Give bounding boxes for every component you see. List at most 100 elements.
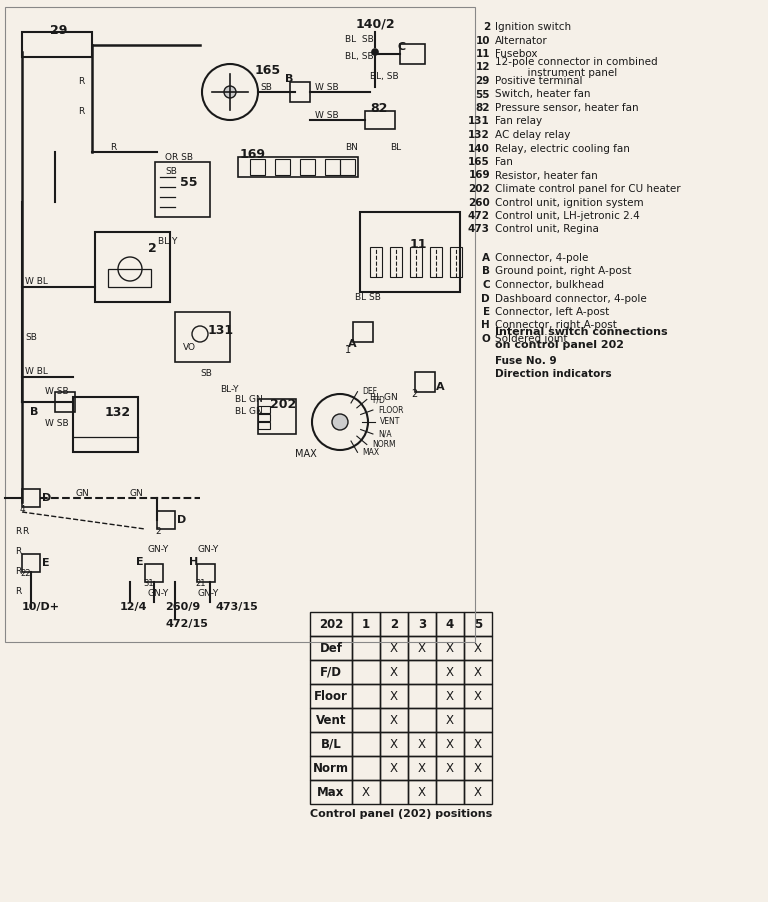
Text: BL GN: BL GN	[370, 392, 398, 401]
Bar	[352, 612, 380, 636]
Text: A: A	[436, 382, 445, 392]
Text: 131: 131	[208, 324, 234, 336]
Bar	[408, 708, 436, 732]
Text: A: A	[482, 253, 490, 263]
Text: 22: 22	[20, 569, 31, 578]
Text: X: X	[446, 738, 454, 750]
Text: 165: 165	[255, 63, 281, 77]
Text: BL, SB: BL, SB	[370, 72, 399, 81]
Text: GN-Y: GN-Y	[147, 590, 168, 599]
Text: 11: 11	[410, 237, 428, 251]
Bar	[310, 732, 352, 756]
Text: R: R	[110, 143, 116, 152]
Bar	[436, 780, 464, 804]
Text: X: X	[390, 689, 398, 703]
Text: R: R	[15, 567, 22, 576]
Text: MAX: MAX	[362, 447, 379, 456]
Text: 10/D+: 10/D+	[22, 602, 60, 612]
Bar	[464, 636, 492, 660]
Bar	[310, 636, 352, 660]
Bar	[464, 612, 492, 636]
Bar	[108, 269, 151, 287]
Text: 202: 202	[468, 184, 490, 194]
Text: SB: SB	[260, 82, 272, 91]
Bar	[464, 708, 492, 732]
Text: 55: 55	[180, 176, 197, 189]
Text: X: X	[418, 641, 426, 655]
Bar	[380, 780, 408, 804]
Bar	[310, 660, 352, 684]
Text: 202: 202	[270, 398, 296, 410]
Text: R: R	[78, 107, 84, 116]
Bar	[175, 312, 230, 362]
Bar	[380, 756, 408, 780]
Bar	[436, 756, 464, 780]
Text: R: R	[78, 78, 84, 87]
Text: X: X	[474, 738, 482, 750]
Text: 31: 31	[143, 579, 154, 588]
Bar	[275, 159, 290, 175]
Text: W SB: W SB	[45, 419, 68, 428]
Text: Connector, right A-post: Connector, right A-post	[495, 320, 617, 330]
Bar	[464, 684, 492, 708]
Bar	[430, 247, 442, 277]
Bar	[250, 159, 265, 175]
Text: X: X	[390, 738, 398, 750]
Text: BL, SB: BL, SB	[345, 52, 373, 61]
Bar	[352, 780, 380, 804]
Text: X: X	[418, 761, 426, 775]
Text: Def: Def	[319, 641, 343, 655]
Text: Relay, electric cooling fan: Relay, electric cooling fan	[495, 143, 630, 153]
Bar	[436, 732, 464, 756]
Text: D: D	[177, 515, 187, 525]
Bar	[370, 247, 382, 277]
Text: GN-Y: GN-Y	[197, 590, 218, 599]
Text: 2: 2	[148, 243, 157, 255]
Bar	[290, 82, 310, 102]
Text: R: R	[15, 548, 22, 557]
Text: R: R	[15, 587, 22, 596]
Text: 3: 3	[418, 618, 426, 630]
Bar	[380, 612, 408, 636]
Text: 131: 131	[468, 116, 490, 126]
Text: X: X	[418, 786, 426, 798]
Bar	[408, 636, 436, 660]
Text: X: X	[390, 641, 398, 655]
Bar	[353, 322, 373, 342]
Bar	[436, 684, 464, 708]
Bar	[390, 247, 402, 277]
Text: DEF: DEF	[362, 387, 378, 396]
Bar	[380, 684, 408, 708]
Text: Switch, heater fan: Switch, heater fan	[495, 89, 591, 99]
Text: N/A: N/A	[378, 429, 392, 438]
Text: 260: 260	[468, 198, 490, 207]
Bar	[415, 372, 435, 392]
Text: 5: 5	[474, 618, 482, 630]
Text: 2: 2	[390, 618, 398, 630]
Bar	[464, 660, 492, 684]
Text: 2: 2	[483, 22, 490, 32]
Text: X: X	[390, 666, 398, 678]
Text: 4: 4	[20, 504, 25, 513]
Bar	[258, 399, 296, 434]
Bar	[238, 157, 358, 177]
Text: NORM: NORM	[372, 440, 396, 449]
Text: X: X	[474, 666, 482, 678]
Text: 21: 21	[195, 579, 206, 588]
Text: 12-pole connector in combined
          instrument panel: 12-pole connector in combined instrument…	[495, 57, 657, 78]
Text: Control unit, Regina: Control unit, Regina	[495, 225, 599, 235]
Text: X: X	[390, 761, 398, 775]
Text: Norm: Norm	[313, 761, 349, 775]
Bar	[325, 159, 340, 175]
Text: BL GN: BL GN	[235, 408, 263, 417]
Text: Ignition switch: Ignition switch	[495, 22, 571, 32]
Text: O: O	[482, 334, 490, 344]
Bar	[55, 392, 75, 412]
Text: 169: 169	[468, 170, 490, 180]
Text: Alternator: Alternator	[495, 35, 548, 45]
Bar	[464, 780, 492, 804]
Text: W BL: W BL	[25, 367, 48, 376]
Text: 12/4: 12/4	[120, 602, 147, 612]
Text: Positive terminal: Positive terminal	[495, 76, 582, 86]
Bar	[340, 159, 355, 175]
